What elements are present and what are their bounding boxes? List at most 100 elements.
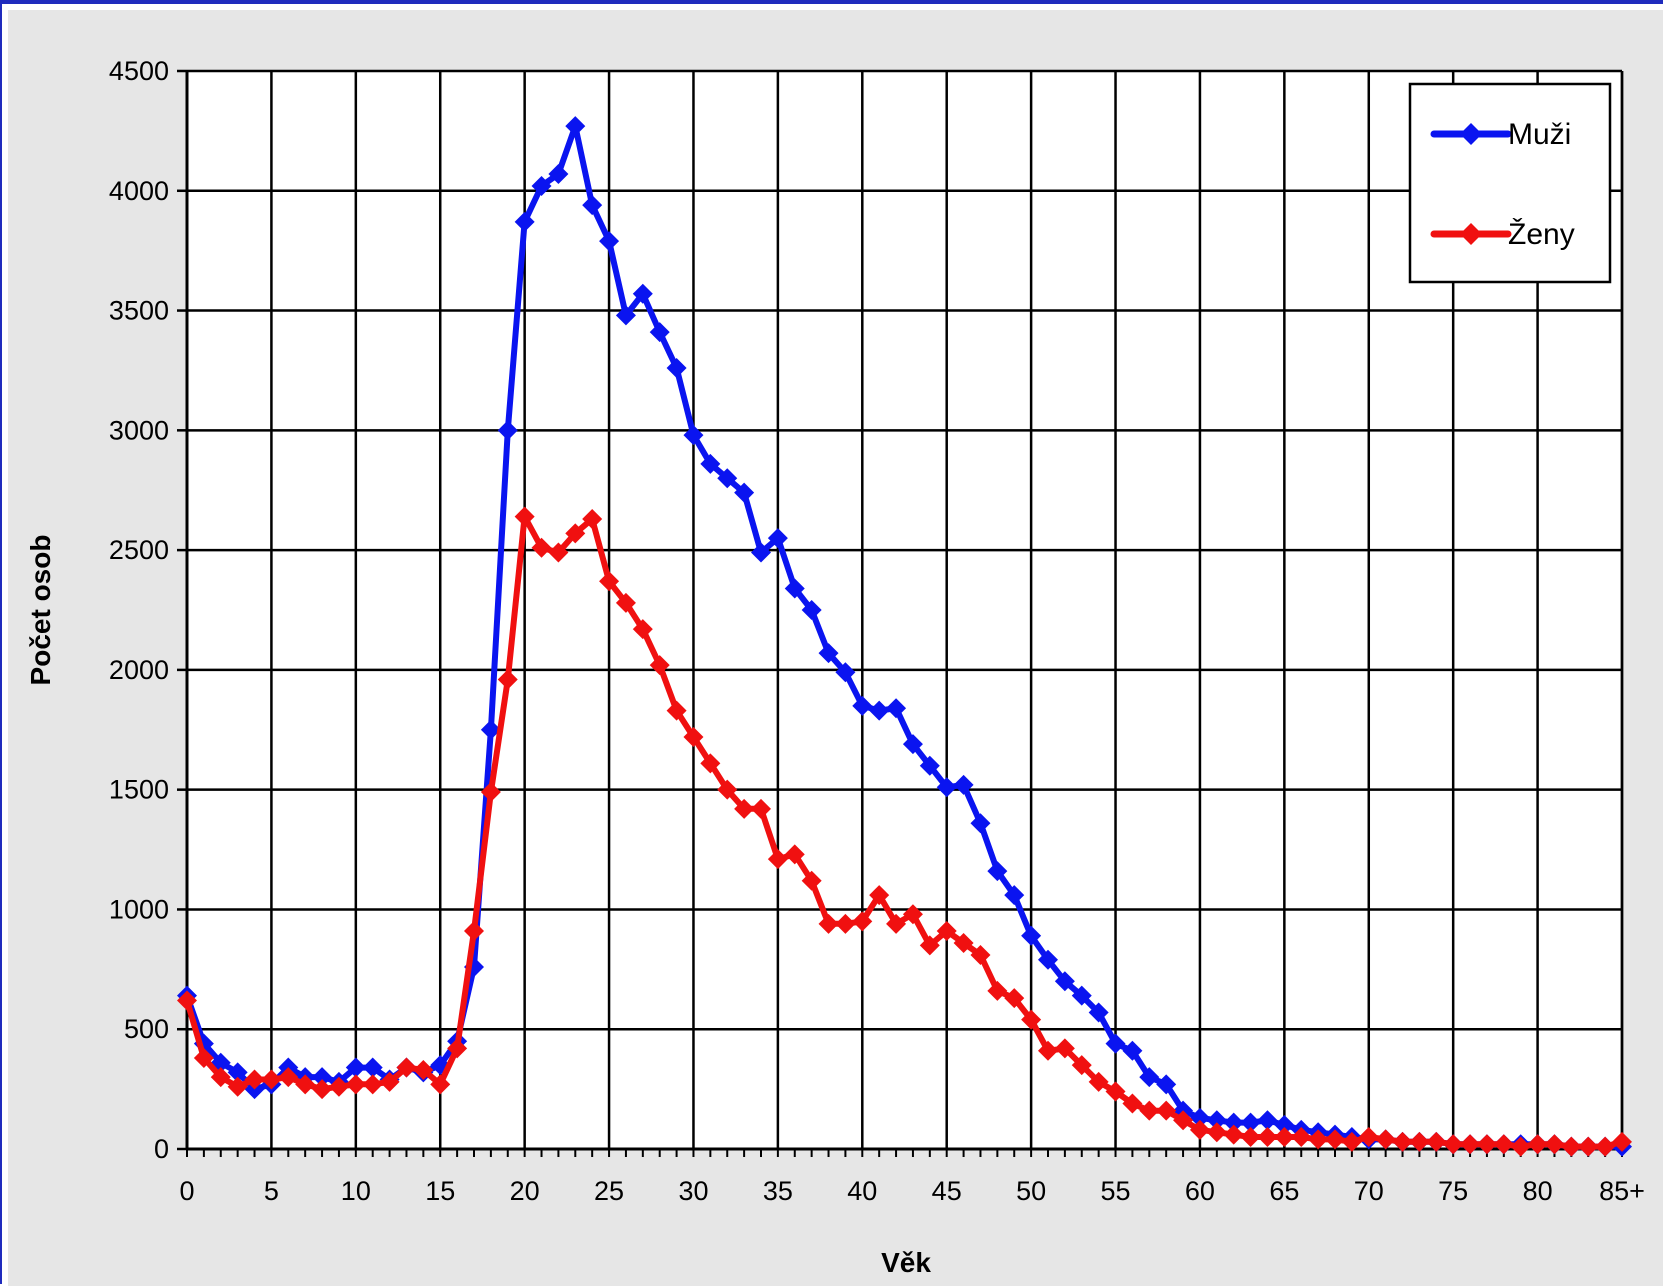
data-point: [1122, 1093, 1143, 1114]
data-point: [565, 116, 586, 137]
y-tick-label: 1500: [109, 775, 169, 805]
y-tick-label: 4000: [109, 176, 169, 206]
data-point: [548, 542, 569, 563]
data-point: [599, 231, 620, 252]
data-point: [683, 425, 704, 446]
data-point: [1325, 1129, 1345, 1150]
data-point: [1038, 1040, 1058, 1061]
data-point: [497, 669, 518, 690]
data-point: [666, 358, 687, 379]
data-point: [1189, 1107, 1210, 1128]
data-point: [683, 726, 704, 747]
data-point: [1004, 885, 1025, 906]
data-point: [1426, 1131, 1447, 1152]
data-point: [1257, 1110, 1278, 1131]
data-point: [1527, 1134, 1548, 1155]
data-point: [987, 861, 1008, 882]
data-point: [1612, 1131, 1632, 1152]
x-tick-label: 30: [678, 1176, 708, 1206]
data-point: [362, 1074, 383, 1095]
data-point: [649, 655, 670, 676]
x-tick-label: 25: [594, 1176, 624, 1206]
data-point: [936, 777, 957, 798]
data-point: [919, 935, 940, 956]
data-point: [1021, 1009, 1042, 1030]
data-point: [767, 528, 788, 549]
data-point: [1105, 1081, 1126, 1102]
data-point: [210, 1067, 231, 1088]
data-point: [227, 1076, 248, 1097]
legend-swatch-marker: [1460, 223, 1482, 245]
data-point: [818, 913, 839, 934]
data-point: [362, 1057, 383, 1078]
x-tick-label: 35: [763, 1176, 793, 1206]
data-point: [902, 904, 923, 925]
data-point: [582, 195, 603, 216]
data-point: [1054, 1038, 1075, 1059]
y-tick-label: 3000: [109, 415, 169, 445]
data-point: [919, 755, 940, 776]
data-point: [1139, 1067, 1160, 1088]
data-point: [1122, 1040, 1143, 1061]
data-point: [1088, 1002, 1109, 1023]
data-point: [1341, 1131, 1362, 1152]
data-point: [784, 578, 805, 599]
data-point: [565, 523, 586, 544]
data-point: [261, 1069, 282, 1090]
data-point: [1291, 1127, 1312, 1148]
data-point: [751, 798, 771, 819]
data-point: [1308, 1129, 1329, 1150]
data-point: [1071, 1055, 1092, 1076]
y-tick-label: 3500: [109, 296, 169, 326]
legend-box: [1408, 82, 1612, 284]
data-point: [1476, 1134, 1497, 1155]
y-tick-label: 2000: [109, 655, 169, 685]
data-point: [784, 844, 805, 865]
data-point: [953, 932, 974, 953]
x-tick-label: 0: [179, 1176, 194, 1206]
plot-area: [187, 71, 1622, 1149]
line-chart: 0 500 1000 1500 2000 2500 3000 3500 4000 4500 0 5 10…: [8, 10, 1663, 1286]
data-point: [1054, 971, 1075, 992]
data-point: [615, 305, 636, 326]
x-tick-label: 45: [932, 1176, 962, 1206]
data-point: [177, 990, 197, 1011]
data-point: [1156, 1100, 1177, 1121]
data-point: [1595, 1136, 1616, 1157]
data-point: [514, 211, 535, 232]
data-point: [902, 734, 923, 755]
x-tick-label: 50: [1016, 1176, 1046, 1206]
data-point: [886, 698, 907, 719]
data-point: [312, 1067, 333, 1088]
data-point: [970, 813, 991, 834]
data-point: [1375, 1129, 1396, 1150]
data-point: [1510, 1136, 1531, 1157]
data-point: [396, 1057, 417, 1078]
data-point: [227, 1062, 248, 1083]
data-point: [1274, 1127, 1295, 1148]
data-point: [1460, 1134, 1481, 1155]
x-tick-label: 65: [1269, 1176, 1299, 1206]
x-tick-label: 15: [425, 1176, 455, 1206]
data-point: [1173, 1110, 1194, 1131]
series-zeny: [177, 506, 1632, 1157]
data-point: [751, 542, 771, 563]
data-point: [632, 619, 653, 640]
data-point: [767, 849, 788, 870]
data-point: [869, 700, 890, 721]
data-point: [801, 600, 822, 620]
x-tick-label: 40: [847, 1176, 877, 1206]
data-point: [1038, 949, 1058, 970]
data-point: [514, 506, 535, 527]
data-point: [531, 537, 552, 558]
data-point: [244, 1069, 265, 1090]
y-tick-label: 2500: [109, 535, 169, 565]
data-point: [649, 322, 670, 343]
x-tick-label: 20: [510, 1176, 540, 1206]
data-point: [615, 592, 636, 613]
data-point: [1189, 1119, 1210, 1140]
data-point: [852, 695, 873, 716]
x-tick-label: 5: [264, 1176, 279, 1206]
y-tick-label: 500: [124, 1014, 169, 1044]
